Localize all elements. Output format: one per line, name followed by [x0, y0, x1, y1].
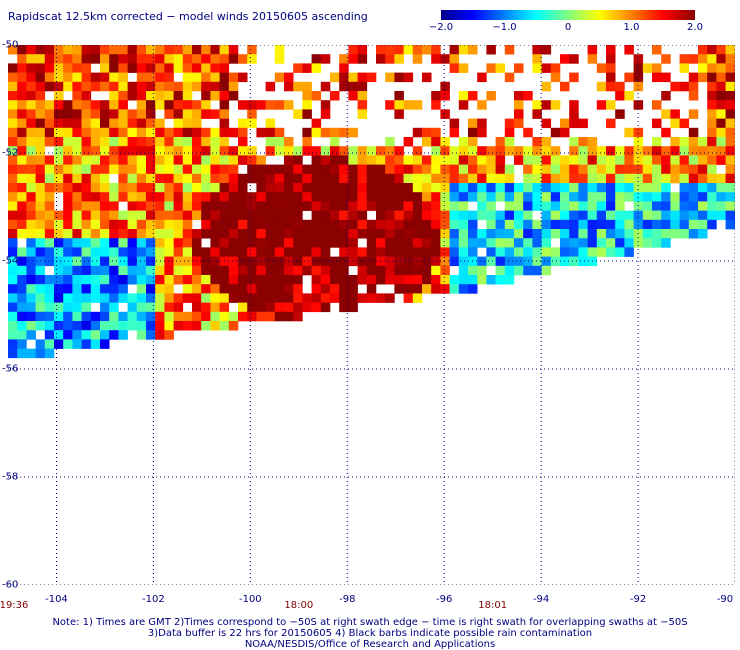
- wind-difference-map: [8, 45, 735, 585]
- longitude-label: -96: [436, 594, 453, 605]
- longitude-label: -98: [339, 594, 356, 605]
- swath-time-label: 18:01: [478, 600, 508, 611]
- colorbar: [441, 10, 695, 20]
- swath-time-label: 19:36: [0, 600, 29, 611]
- longitude-label: -104: [45, 594, 68, 605]
- longitude-label: -94: [532, 594, 550, 605]
- note-line-3: NOAA/NESDIS/Office of Research and Appli…: [244, 639, 496, 650]
- colorbar-tick-label: 0: [564, 22, 572, 33]
- latitude-label: -52: [2, 147, 19, 159]
- latitude-label: -56: [2, 363, 19, 375]
- latitude-label: -58: [2, 471, 19, 483]
- note-line-1: Note: 1) Times are GMT 2)Times correspon…: [52, 617, 688, 628]
- colorbar-tick-label: −1.0: [492, 22, 517, 33]
- longitude-label: -100: [238, 594, 262, 605]
- map-title: Rapidscat 12.5km corrected − model winds…: [8, 10, 368, 23]
- latitude-label: -60: [2, 579, 19, 591]
- colorbar-tick-label: 2.0: [687, 22, 703, 33]
- colorbar-tick-label: −2.0: [428, 22, 454, 33]
- latitude-label: -54: [2, 255, 19, 267]
- longitude-label: -92: [629, 594, 647, 605]
- longitude-label: -90: [716, 594, 734, 605]
- wind-difference-field: [8, 45, 735, 359]
- longitude-label: -102: [142, 594, 165, 605]
- swath-time-label: 18:00: [284, 600, 314, 611]
- note-line-2: 3)Data buffer is 22 hrs for 20150605 4) …: [147, 628, 593, 639]
- latitude-label: -50: [2, 39, 19, 51]
- colorbar-tick-label: 1.0: [623, 22, 640, 33]
